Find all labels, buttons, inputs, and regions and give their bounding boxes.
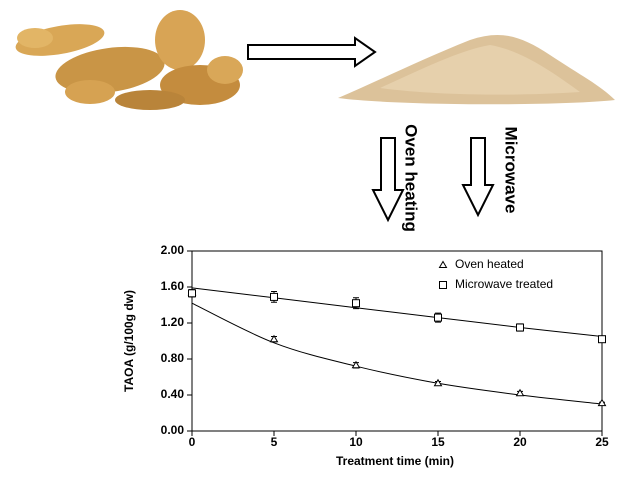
legend-marker [438,260,448,268]
ginger-root [15,10,243,110]
x-tick-label: 5 [271,435,278,449]
fit-curve [191,302,603,405]
data-point [515,388,525,397]
x-axis-label: Treatment time (min) [336,454,454,468]
legend-label: Oven heated [455,257,524,271]
x-tick-label: 10 [349,435,363,449]
x-tick-label: 20 [513,435,527,449]
legend-label: Microwave treated [455,277,553,291]
x-tick-label: 0 [189,435,196,449]
x-tick-label: 15 [431,435,445,449]
y-tick-label: 0.80 [161,351,185,365]
oven-label: Oven heating [402,124,421,232]
data-point [434,313,442,322]
y-tick-label: 0.40 [161,387,185,401]
fit-curve [191,287,603,337]
arrow-down-microwave [461,137,495,218]
data-point [351,360,361,369]
data-point [352,299,360,308]
y-tick-label: 0.00 [161,423,185,437]
y-axis-label: TAOA (g/100g dw) [122,290,136,392]
y-tick-label: 1.20 [161,315,185,329]
arrow-right [247,36,377,68]
data-point [433,378,443,387]
data-point [516,323,524,332]
y-tick-label: 1.60 [161,279,185,293]
microwave-label: Microwave [502,127,521,214]
data-point [269,334,279,343]
data-point [597,398,607,407]
data-point [598,335,606,344]
legend-marker [439,281,447,289]
data-point [188,289,196,298]
arrow-down-oven [371,137,405,223]
data-point [270,292,278,301]
x-tick-label: 25 [595,435,609,449]
ginger-powder [338,35,615,105]
y-tick-label: 2.00 [161,243,185,257]
